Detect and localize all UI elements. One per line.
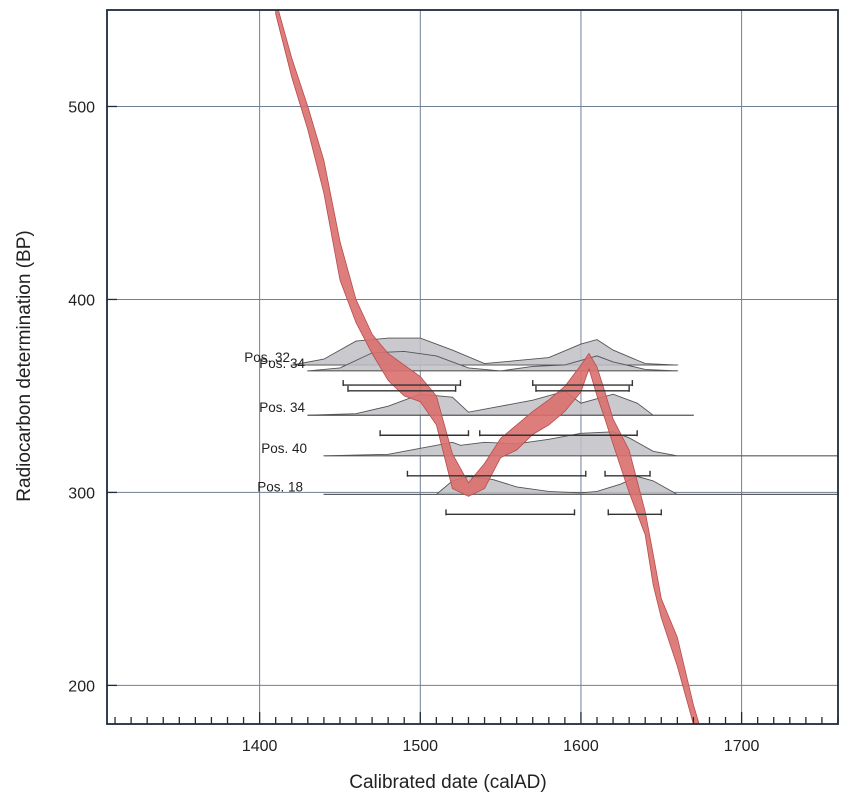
y-tick-label: 500: [68, 99, 95, 116]
sample-label: Pos. 18: [257, 479, 303, 494]
x-tick-label: 1500: [402, 738, 438, 755]
probability-distribution: [290, 337, 679, 366]
sample-label: Pos. 40: [261, 441, 307, 456]
y-axis-title: Radiocarbon determination (BP): [14, 230, 35, 501]
calibration-curve-band: [275, 10, 700, 724]
range-bars: [342, 380, 662, 516]
plot-frame: [106, 9, 839, 725]
sample-label: Pos. 32: [244, 350, 290, 365]
axis-ticks: 1400 1500 1600 1700 200 300 400 500: [68, 99, 839, 755]
x-tick-label: 1600: [563, 738, 599, 755]
calibration-curve-layer: [275, 10, 700, 724]
sample-label: Pos. 34: [259, 400, 305, 415]
probability-distribution: [307, 390, 694, 416]
x-tick-label: 1700: [724, 738, 760, 755]
y-tick-label: 200: [68, 678, 95, 695]
y-tick-label: 300: [68, 485, 95, 502]
y-tick-label: 400: [68, 292, 95, 309]
x-axis-title: Calibrated date (calAD): [349, 772, 546, 793]
probability-distributions: [290, 337, 839, 495]
sample-label: Pos. 34: [259, 356, 305, 371]
x-tick-label: 1400: [242, 738, 278, 755]
grid-lines: [107, 10, 838, 724]
